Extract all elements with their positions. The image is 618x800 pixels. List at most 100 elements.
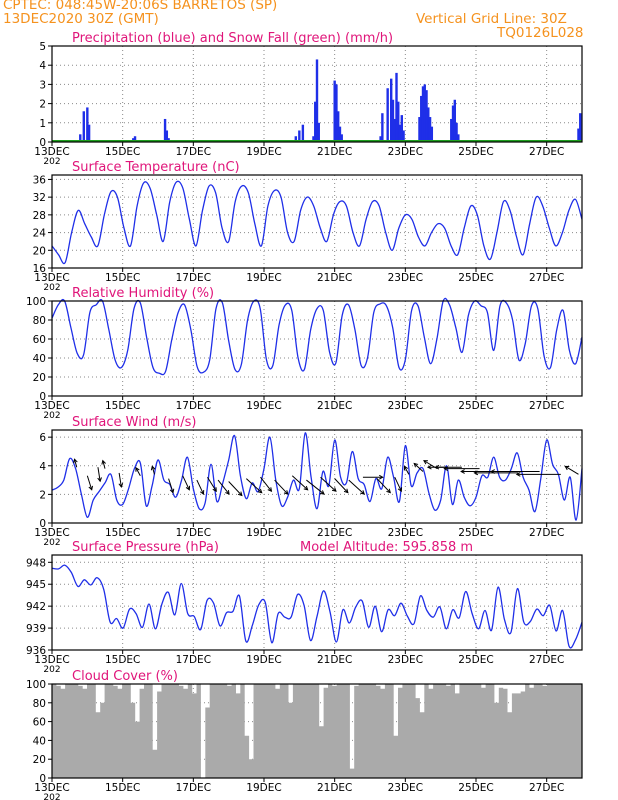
- wind-arrow: [320, 476, 337, 492]
- x-tick-label: 15DEC: [105, 654, 140, 666]
- x-tick-label: 13DEC: [34, 272, 69, 284]
- precip-bar: [393, 118, 396, 142]
- x-tick-label: 23DEC: [388, 400, 423, 412]
- x-tick-label: 13DEC: [34, 782, 69, 794]
- precip-bar: [337, 111, 340, 142]
- wind-arrow: [118, 472, 122, 488]
- precip-bar: [386, 88, 389, 142]
- wind-arrow-head: [169, 488, 175, 494]
- wind-arrow: [135, 467, 141, 477]
- wind-arrow: [334, 478, 349, 493]
- wind-arrow-head: [303, 485, 309, 491]
- wind-arrow: [404, 466, 410, 475]
- x-tick-label: 27DEC: [529, 400, 564, 412]
- panel-frame: [51, 554, 583, 651]
- wind-arrow-head: [97, 477, 102, 483]
- y-tick-label: 2: [39, 99, 46, 111]
- wind-arrow-head: [212, 487, 217, 493]
- panel-frame: [51, 174, 583, 269]
- pres-title: Surface Pressure (hPa): [72, 540, 219, 555]
- x-tick-label: 17DEC: [176, 782, 211, 794]
- wind-arrow-head: [360, 490, 365, 495]
- precip-bar: [315, 59, 319, 142]
- x-tick-label: 19DEC: [246, 272, 281, 284]
- x-tick-label: 15DEC: [105, 527, 140, 539]
- wind-arrow: [168, 478, 174, 493]
- x-year-label: 202: [43, 793, 60, 800]
- precip-bar: [133, 136, 137, 142]
- x-tick-label: 13DEC: [34, 400, 69, 412]
- wind-arrow: [394, 477, 402, 492]
- wind-arrow-head: [88, 485, 94, 491]
- precip-bar: [418, 117, 421, 142]
- header-grid-note: Vertical Grid Line: 30Z: [416, 11, 567, 27]
- y-tick-label: 60: [33, 334, 46, 346]
- precip-bar: [82, 111, 85, 142]
- y-tick-label: 945: [26, 579, 46, 591]
- cloud-cover-area: [52, 684, 582, 778]
- precip-bar: [298, 130, 301, 142]
- precip-bar: [391, 99, 395, 142]
- x-tick-label: 17DEC: [176, 654, 211, 666]
- panel-frame: [51, 300, 583, 397]
- wind-arrow-head: [460, 469, 465, 474]
- precip-bar: [86, 107, 89, 142]
- y-tick-label: 100: [26, 296, 46, 308]
- precip-bar: [423, 84, 426, 142]
- wind-arrow-head: [473, 470, 479, 476]
- precip-bar: [427, 107, 430, 142]
- x-tick-label: 25DEC: [458, 782, 493, 794]
- x-year-label: 202: [43, 411, 60, 421]
- panel-temp: [48, 174, 583, 272]
- x-year-label: 202: [43, 157, 60, 167]
- y-tick-label: 40: [33, 735, 46, 747]
- wind-arrow: [207, 476, 217, 492]
- wind-arrow-head: [423, 460, 428, 465]
- precip-bar: [421, 86, 425, 142]
- x-tick-label: 21DEC: [317, 272, 352, 284]
- x-tick-label: 27DEC: [529, 654, 564, 666]
- precip-bar: [390, 78, 393, 142]
- precip-bar: [165, 130, 169, 142]
- wind-arrow-head: [434, 464, 440, 470]
- y-tick-label: 100: [26, 679, 46, 691]
- panel-frame: [51, 429, 583, 524]
- temp-title: Surface Temperature (nC): [72, 160, 240, 175]
- wind-arrow-head: [101, 459, 106, 465]
- wind-arrow-head: [490, 469, 495, 474]
- wind-arrow-head: [185, 485, 191, 491]
- wind-arrow: [348, 479, 365, 495]
- wind-arrow-head: [283, 490, 289, 495]
- precip-bar: [340, 134, 343, 142]
- wind-arrow: [86, 475, 93, 490]
- x-tick-label: 23DEC: [388, 527, 423, 539]
- wind-arrow: [291, 475, 309, 491]
- x-tick-label: 25DEC: [458, 272, 493, 284]
- y-tick-label: 2: [39, 489, 46, 501]
- precip-bar: [312, 136, 315, 142]
- wind-arrow: [228, 481, 243, 496]
- wind-arrow: [306, 479, 325, 495]
- x-tick-label: 23DEC: [388, 146, 423, 158]
- x-tick-label: 15DEC: [105, 146, 140, 158]
- y-tick-label: 20: [33, 245, 46, 257]
- y-tick-label: 24: [33, 228, 47, 240]
- wind-arrow-head: [73, 458, 78, 464]
- precip-bar: [451, 105, 455, 142]
- y-tick-label: 20: [33, 372, 46, 384]
- x-tick-label: 21DEC: [317, 782, 352, 794]
- cloud-title: Cloud Cover (%): [72, 669, 178, 684]
- precip-title: Precipitation (blue) and Snow Fall (gree…: [72, 31, 393, 46]
- y-tick-label: 0: [39, 773, 46, 785]
- wind-arrow-head: [343, 488, 349, 494]
- precip-bar: [395, 72, 398, 142]
- wind-arrow-head: [515, 471, 521, 477]
- precip-bar: [430, 126, 434, 142]
- x-tick-label: 23DEC: [388, 782, 423, 794]
- x-tick-label: 27DEC: [529, 527, 564, 539]
- x-year-label: 202: [43, 283, 60, 293]
- x-tick-label: 25DEC: [458, 654, 493, 666]
- precip-bar: [87, 124, 91, 142]
- precip-bar: [579, 113, 582, 142]
- x-tick-label: 13DEC: [34, 654, 69, 666]
